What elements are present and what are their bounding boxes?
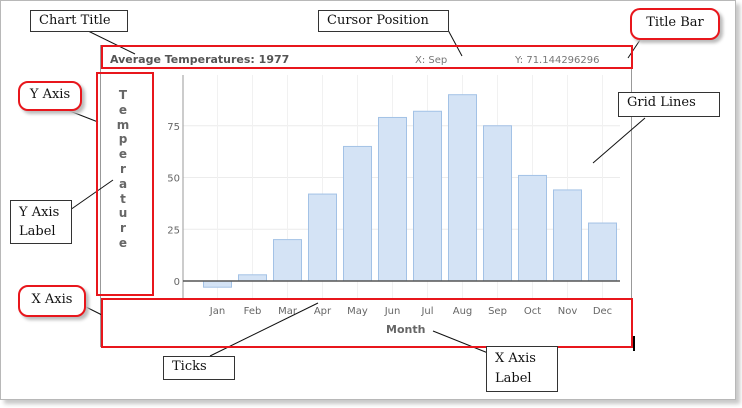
y-axis-highlight xyxy=(96,72,154,296)
x-tick-label: Feb xyxy=(244,306,262,317)
callout-y-axis-label: Y Axis Label xyxy=(10,200,72,244)
x-tick-label: Sep xyxy=(488,306,507,317)
bar-may[interactable] xyxy=(343,145,372,282)
y-axis-label-char: p xyxy=(118,132,128,147)
y-axis-label-char: r xyxy=(120,221,126,236)
title-bar-highlight xyxy=(101,45,633,69)
bar-mar[interactable] xyxy=(273,239,302,282)
x-tick-label: Aug xyxy=(453,306,473,317)
y-axis-label-char: e xyxy=(118,147,128,162)
x-axis-highlight xyxy=(101,298,633,348)
cursor-y-readout: Y: 71.144296296 xyxy=(515,55,600,66)
y-tick-label: 0 xyxy=(174,277,180,288)
x-tick-label: Jun xyxy=(384,306,401,317)
callout-cursor-position: Cursor Position xyxy=(318,10,449,32)
callout-x-axis: X Axis xyxy=(18,285,86,317)
y-axis-label-char: T xyxy=(118,88,128,102)
bar-nov[interactable] xyxy=(553,189,582,282)
y-axis-label-char: m xyxy=(116,117,130,132)
callout-x-axis-label: X Axis Label xyxy=(486,346,558,392)
y-tick-label: 50 xyxy=(167,174,180,185)
x-axis-label: Month xyxy=(386,323,426,336)
callout-y-axis: Y Axis xyxy=(18,81,82,111)
y-axis-label-char: t xyxy=(120,191,126,206)
callout-chart-title: Chart Title xyxy=(30,10,128,32)
x-tick-label: Oct xyxy=(524,306,541,317)
bar-apr[interactable] xyxy=(308,193,337,282)
cursor-x-readout: X: Sep xyxy=(415,55,448,66)
chart-title: Average Temperatures: 1977 xyxy=(110,53,290,66)
y-axis-label-char: e xyxy=(118,102,128,117)
y-axis-label-char: a xyxy=(118,176,128,191)
x-tick-label: Dec xyxy=(593,306,612,317)
x-tick-label: Mar xyxy=(278,306,298,317)
callout-ticks: Ticks xyxy=(163,356,235,380)
bar-aug[interactable] xyxy=(448,94,477,282)
x-tick-label: May xyxy=(347,306,368,317)
x-tick-label: Nov xyxy=(558,306,578,317)
text-cursor xyxy=(633,336,635,351)
x-tick-label: Apr xyxy=(314,306,332,317)
x-tick-label: Jul xyxy=(420,306,433,317)
bar-feb[interactable] xyxy=(238,274,267,282)
y-tick-label: 75 xyxy=(167,122,180,133)
bar-oct[interactable] xyxy=(518,174,547,282)
bar-jan[interactable] xyxy=(203,280,232,288)
callout-grid-lines: Grid Lines xyxy=(618,92,720,117)
bar-jun[interactable] xyxy=(378,116,407,282)
bar-dec[interactable] xyxy=(588,222,617,282)
callout-title-bar: Title Bar xyxy=(630,8,720,40)
y-tick-label: 25 xyxy=(167,225,180,236)
y-axis-label-char: e xyxy=(118,235,128,250)
y-axis-label-char: r xyxy=(120,161,126,176)
bar-sep[interactable] xyxy=(483,125,512,282)
y-axis-label-char: u xyxy=(118,206,128,221)
x-tick-label: Jan xyxy=(209,306,225,317)
bar-jul[interactable] xyxy=(413,110,442,282)
